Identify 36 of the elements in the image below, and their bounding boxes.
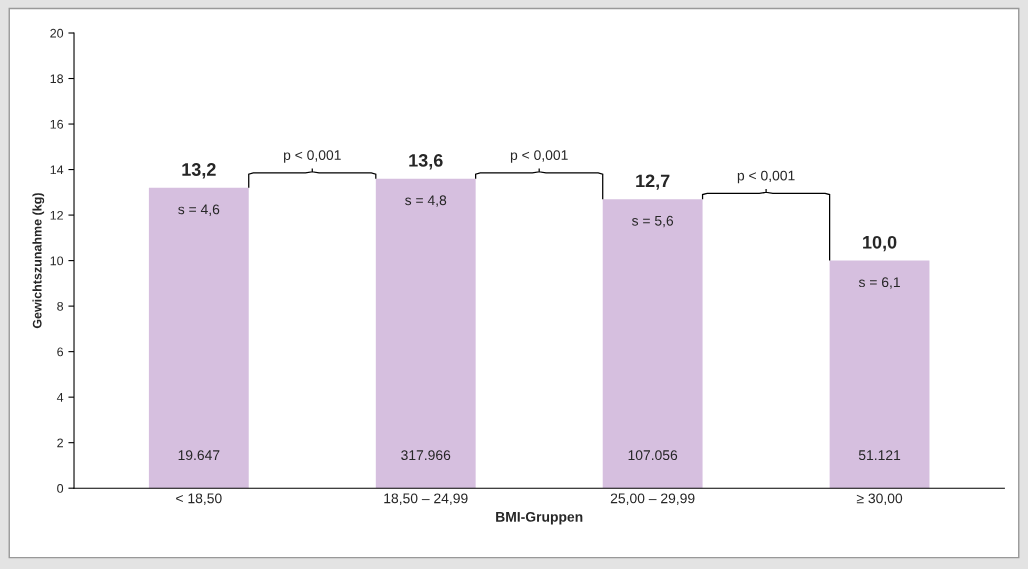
y-tick-label: 14 bbox=[50, 165, 64, 175]
x-tick-label: 25,00 – 29,99 bbox=[610, 493, 695, 505]
y-tick-label: 4 bbox=[56, 393, 64, 402]
annotation: s = 4,8 bbox=[405, 195, 447, 207]
annotation: p < 0,001 bbox=[510, 150, 568, 163]
bar bbox=[602, 199, 703, 489]
annotation: 19.647 bbox=[178, 450, 220, 461]
data-label: 12,7 bbox=[636, 174, 670, 190]
annotation: 51.121 bbox=[858, 450, 901, 461]
bar bbox=[148, 187, 249, 489]
y-tick-label: 8 bbox=[57, 301, 64, 311]
annotation: 317.966 bbox=[401, 450, 451, 461]
annotation: s = 5,6 bbox=[631, 215, 674, 228]
y-axis-title: Gewichtszunahme (kg) bbox=[32, 193, 45, 329]
y-tick-label: 12 bbox=[50, 210, 63, 220]
bar bbox=[829, 260, 930, 489]
x-axis-title: BMI-Gruppen bbox=[496, 511, 583, 525]
y-tick-label: 18 bbox=[50, 74, 64, 84]
y-tick-label: 6 bbox=[57, 347, 64, 357]
y-tick-label: 0 bbox=[57, 484, 64, 493]
annotation: s = 4,6 bbox=[178, 204, 220, 216]
bar bbox=[375, 178, 476, 489]
annotation: s = 6,1 bbox=[858, 277, 900, 289]
y-tick-label: 16 bbox=[50, 119, 64, 129]
annotation: p < 0,001 bbox=[737, 170, 795, 184]
annotation: 107.056 bbox=[628, 450, 678, 461]
y-tick-label: 20 bbox=[50, 28, 64, 38]
x-tick-label: ≥ 30,00 bbox=[856, 493, 903, 505]
data-label: 13,6 bbox=[409, 153, 443, 170]
y-tick-label: 2 bbox=[57, 438, 63, 448]
y-tick-label: 10 bbox=[50, 256, 64, 266]
data-label: 13,2 bbox=[182, 163, 216, 179]
data-label: 10,0 bbox=[863, 235, 897, 252]
annotation: p < 0,001 bbox=[284, 150, 341, 163]
x-tick-label: < 18,50 bbox=[176, 493, 222, 505]
x-tick-label: 18,50 – 24,99 bbox=[384, 493, 468, 505]
